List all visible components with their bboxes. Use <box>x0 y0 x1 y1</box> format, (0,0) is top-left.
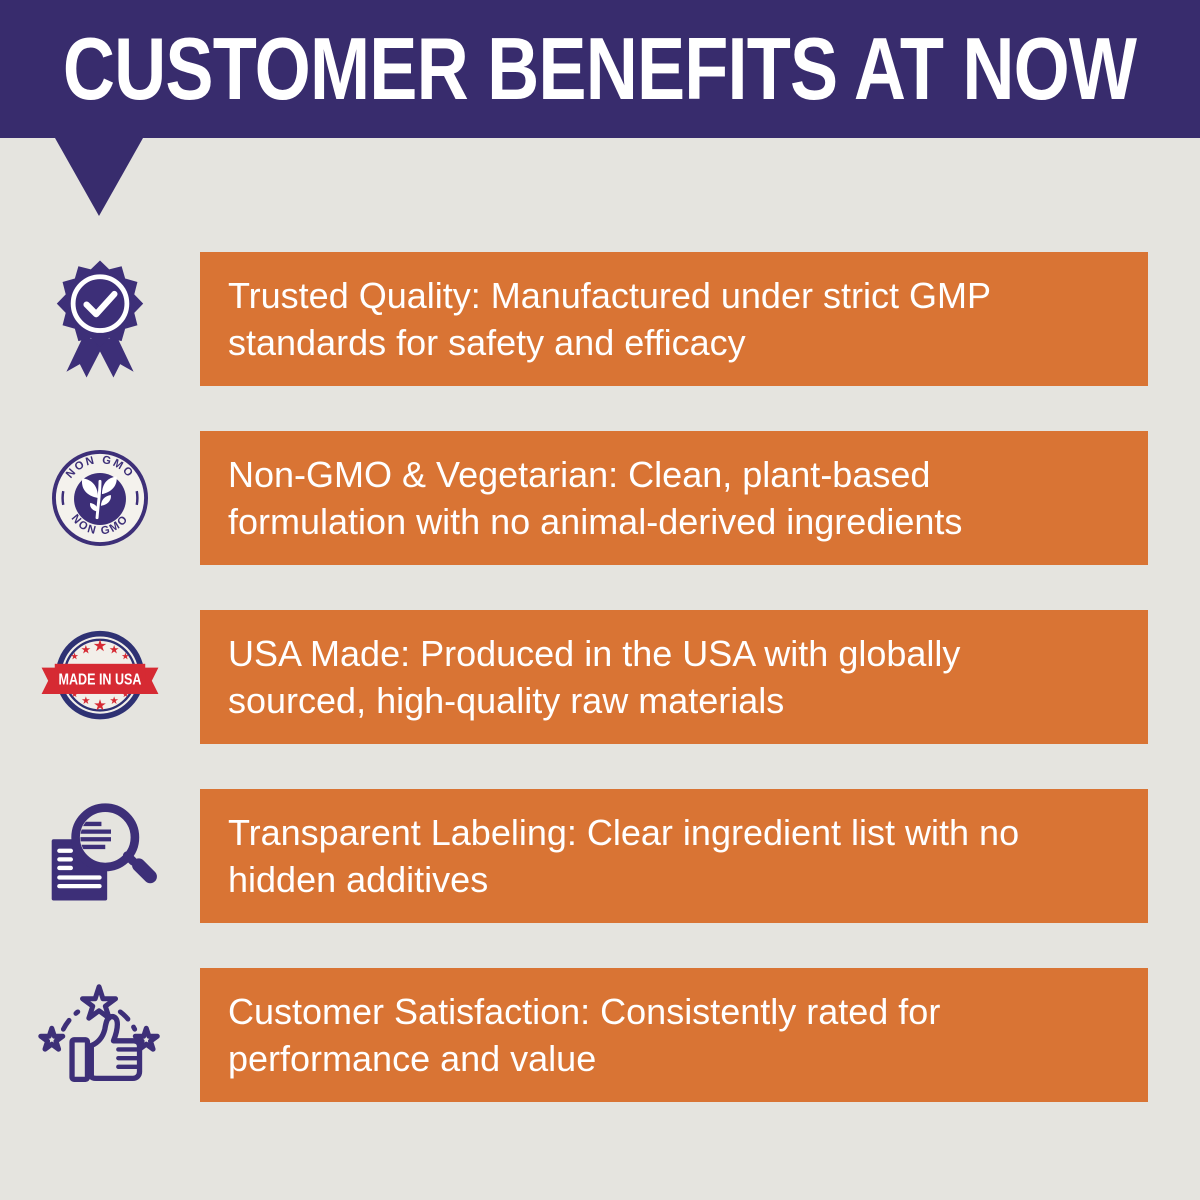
benefit-text: Customer Satisfaction: Consistently rate… <box>228 991 941 1079</box>
benefit-row-trusted-quality: Trusted Quality: Manufactured under stri… <box>0 252 1200 386</box>
benefit-box: Customer Satisfaction: Consistently rate… <box>200 968 1148 1102</box>
made-in-usa-ribbon-text: MADE IN USA <box>59 672 142 689</box>
benefit-box: USA Made: Produced in the USA with globa… <box>200 610 1148 744</box>
benefit-box: Non-GMO & Vegetarian: Clean, plant-based… <box>200 431 1148 565</box>
made-in-usa-badge-icon: MADE IN USA <box>41 630 159 720</box>
benefit-row-usa-made: MADE IN USA USA Made: Produced in the US… <box>0 610 1200 744</box>
benefit-row-non-gmo: NON GMO NON GMO Non-GMO & Vegetarian: Cl… <box>0 431 1200 565</box>
icon-cell <box>0 789 200 923</box>
pointer-triangle-icon <box>55 138 143 216</box>
benefit-row-transparent-labeling: Transparent Labeling: Clear ingredient l… <box>0 789 1200 923</box>
page-title: CUSTOMER BENEFITS AT NOW <box>63 19 1137 118</box>
benefit-text: Non-GMO & Vegetarian: Clean, plant-based… <box>228 454 963 542</box>
benefit-row-customer-satisfaction: Customer Satisfaction: Consistently rate… <box>0 968 1200 1102</box>
thumbs-up-stars-icon <box>37 981 163 1083</box>
benefit-box: Trusted Quality: Manufactured under stri… <box>200 252 1148 386</box>
header-banner: CUSTOMER BENEFITS AT NOW <box>0 0 1200 138</box>
icon-cell <box>0 252 200 386</box>
benefit-text: USA Made: Produced in the USA with globa… <box>228 633 961 721</box>
icon-cell: NON GMO NON GMO <box>0 431 200 565</box>
award-check-icon <box>56 260 144 378</box>
benefit-text: Trusted Quality: Manufactured under stri… <box>228 275 991 363</box>
icon-cell <box>0 968 200 1102</box>
benefit-box: Transparent Labeling: Clear ingredient l… <box>200 789 1148 923</box>
benefit-text: Transparent Labeling: Clear ingredient l… <box>228 812 1020 900</box>
icon-cell: MADE IN USA <box>0 610 200 744</box>
benefit-list: Trusted Quality: Manufactured under stri… <box>0 252 1200 1147</box>
non-gmo-badge-icon: NON GMO NON GMO <box>51 449 149 547</box>
magnifier-document-icon <box>51 803 157 901</box>
